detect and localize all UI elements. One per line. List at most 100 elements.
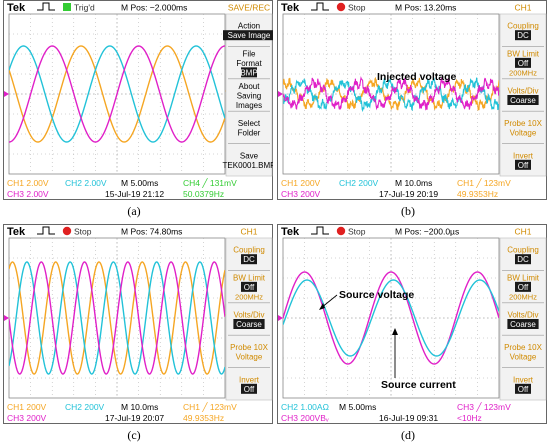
scope-footer: CH2 1.00AΩ M 5.00ms CH3 ╱ 123mV CH3 200VBᵥ 1… (281, 402, 511, 423)
stop-status-icon (336, 226, 346, 236)
waveform-ch2 (283, 279, 499, 357)
menu-title: SAVE/REC (228, 3, 270, 13)
arrow-icon (319, 303, 325, 310)
stop-status-icon (62, 226, 72, 236)
menu-item-save-tek0001-bmp[interactable]: Save TEK0001.BMP (223, 143, 273, 170)
trigger-pulse-icon (311, 226, 329, 235)
plot-area (282, 237, 500, 399)
menu-item-value: Off (518, 385, 529, 394)
menu-item-value: DC (517, 255, 529, 264)
menu-item-value: DC (517, 31, 529, 40)
menu-item-value: Off (244, 283, 255, 292)
menu-item-probe-10x-voltage[interactable]: Probe 10X Voltage (228, 334, 270, 362)
menu-item-value: Off (518, 283, 529, 292)
footer-readout: M 10.0ms (395, 178, 432, 188)
scope-panel-d: Tek Stop M Pos: −200.0µs CH1 Source voltage S… (277, 224, 547, 424)
menu-item-label: File Format (236, 49, 262, 68)
menu-item-label: About Saving Images (236, 82, 262, 110)
waveform-ch1 (9, 45, 225, 143)
footer-readout: M 5.00ms (339, 402, 376, 412)
scope-panel-a: Tek Trig'd M Pos: −2.000ms SAVE/REC Action Sa… (3, 0, 273, 200)
trigger-pulse-icon (37, 226, 55, 235)
waveform-ch2 (9, 261, 225, 375)
menu-item-value: Save Image (228, 31, 271, 40)
plot-area (282, 13, 500, 175)
trigger-pulse-icon (37, 2, 55, 11)
footer-readout: 49.9353Hz (183, 413, 224, 423)
menu-item-value: Coarse (510, 96, 536, 105)
footer-readout: CH2 200V (65, 402, 105, 412)
footer-readout: CH1 200V (281, 178, 321, 188)
menu-item-label: Select Folder (238, 119, 261, 137)
menu-item-value: Off (244, 385, 255, 394)
caption-d: (d) (401, 428, 415, 442)
menu-item-label: Action (238, 22, 260, 31)
menu-item-about-saving-images[interactable]: About Saving Images (228, 78, 270, 110)
footer-readout: CH1 ╱ 123mV (457, 178, 511, 189)
menu-item-label: Volts/Div (507, 311, 538, 320)
waveform-ch1 (9, 261, 225, 375)
menu-item-label: Probe 10X Voltage (504, 343, 542, 362)
menu-item-sub: 200MHz (235, 292, 263, 301)
footer-readout: 16-Jul-19 09:31 (379, 413, 438, 423)
waveform-ch3 (9, 45, 225, 143)
menu-item-value: DC (243, 255, 255, 264)
menu-item-probe-10x-voltage[interactable]: Probe 10X Voltage (502, 110, 544, 137)
ground-marker-icon (278, 91, 283, 97)
oscilloscope-screen-a: Tek Trig'd M Pos: −2.000ms SAVE/RECActionSa… (3, 0, 273, 200)
scope-header: Tek Stop M Pos: −200.0µs CH1 (281, 226, 532, 238)
footer-readout: 15-Jul-19 21:12 (105, 189, 164, 199)
oscilloscope-screen-b: Tek Stop M Pos: 13.20ms CH1 Injected voltage… (277, 0, 547, 200)
footer-readout: CH3 200VBᵥ (281, 413, 329, 423)
menu-item-select-folder[interactable]: Select Folder (228, 110, 270, 137)
caption-b: (b) (401, 204, 415, 218)
footer-readout: 49.9353Hz (457, 189, 498, 199)
waveform-ch3 (283, 75, 499, 111)
ground-marker-icon (278, 315, 283, 321)
footer-readout: M 10.0ms (121, 402, 158, 412)
waveform-ch3 (9, 261, 225, 375)
annotation-source-voltage: Source voltage (339, 289, 414, 301)
scope-footer: CH1 200V CH2 200V M 10.0ms CH1 ╱ 123mV CH3 2… (281, 178, 511, 199)
menu-item-value: Off (518, 59, 529, 68)
menu-item-label: Probe 10X Voltage (230, 343, 268, 362)
menu-item-probe-10x-voltage[interactable]: Probe 10X Voltage (502, 334, 544, 362)
scope-panel-b: Tek Stop M Pos: 13.20ms CH1 Injected voltage… (277, 0, 547, 200)
footer-readout: 17-Jul-19 20:07 (105, 413, 164, 423)
brand-label: Tek (7, 226, 26, 238)
footer-readout: 50.0379Hz (183, 189, 224, 199)
menu-item-value: Coarse (510, 320, 536, 329)
brand-label: Tek (281, 226, 300, 238)
horizontal-position: M Pos: 13.20ms (395, 3, 456, 13)
menu-item-label: Invert (513, 151, 534, 160)
menu-title: CH1 (514, 227, 531, 237)
footer-readout: CH3 2.00V (7, 189, 49, 199)
oscilloscope-screen-d: Tek Stop M Pos: −200.0µs CH1 Source voltage S… (277, 224, 547, 424)
plot-area (8, 13, 226, 175)
menu-item-label: Invert (513, 375, 534, 384)
waveform-ch2 (9, 45, 225, 143)
footer-readout: CH2 1.00AΩ (281, 402, 329, 412)
menu-item-label: Save TEK0001.BMP (223, 151, 273, 170)
menu-item-label: BW Limit (507, 49, 540, 58)
footer-readout: CH1 200V (7, 402, 47, 412)
menu-title: CH1 (514, 3, 531, 13)
menu-item-label: BW Limit (233, 273, 266, 282)
footer-readout: 17-Jul-19 20:19 (379, 189, 438, 199)
